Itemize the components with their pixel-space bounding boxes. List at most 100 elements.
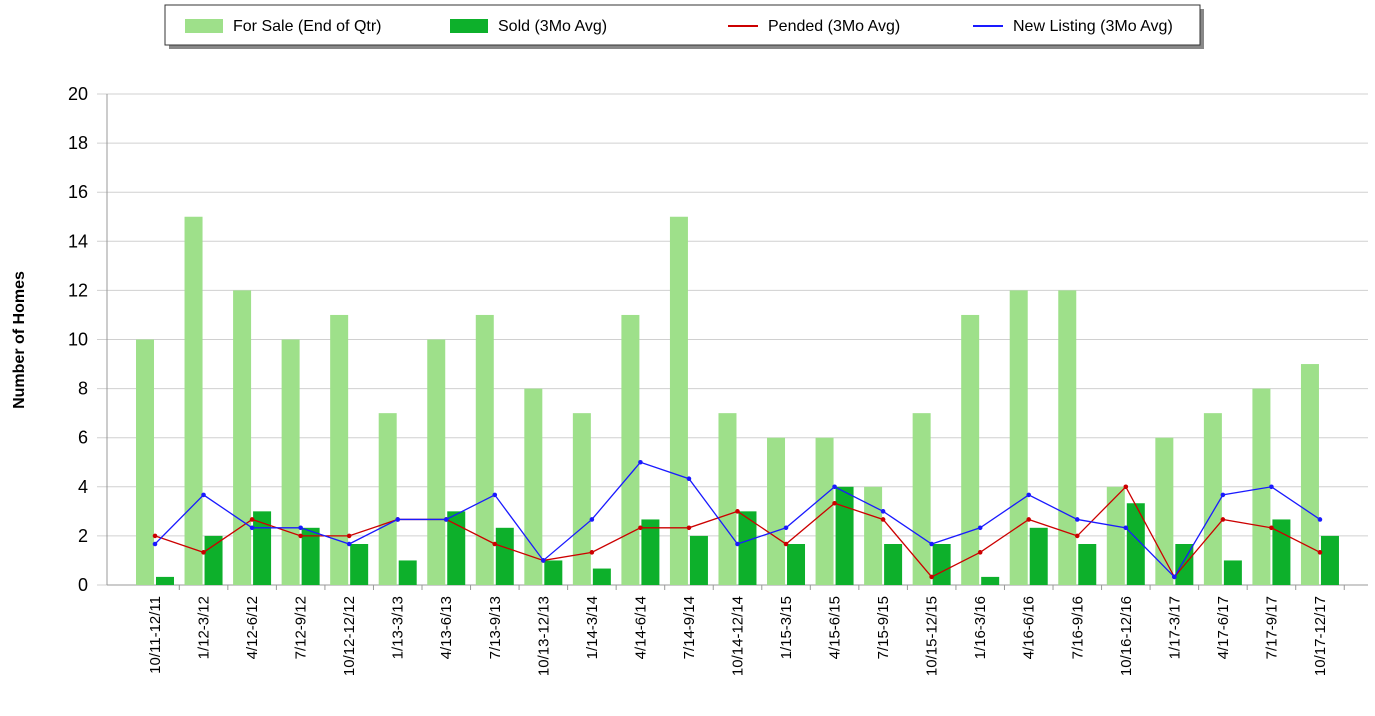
- x-tick-label: 7/12-9/12: [293, 596, 310, 659]
- point: [832, 500, 837, 506]
- y-tick-label: 12: [68, 280, 88, 300]
- legend-label: For Sale (End of Qtr): [233, 18, 382, 35]
- x-tick-label: 7/17-9/17: [1263, 596, 1280, 659]
- bar: [184, 216, 203, 585]
- bar: [233, 290, 252, 585]
- point: [929, 574, 934, 580]
- bar: [427, 339, 446, 585]
- bar: [1058, 290, 1077, 585]
- y-axis-label: Number of Homes: [11, 271, 28, 409]
- bar: [718, 413, 737, 585]
- point: [395, 517, 401, 522]
- bar: [689, 535, 708, 585]
- legend-label: Pended (3Mo Avg): [768, 18, 900, 35]
- bar: [787, 544, 806, 585]
- bar: [253, 511, 272, 585]
- line: [154, 485, 1321, 579]
- bar: [767, 437, 786, 585]
- bar: [281, 339, 300, 585]
- point: [1269, 525, 1274, 531]
- point: [1074, 533, 1080, 539]
- x-tick-label: 1/17-3/17: [1166, 596, 1183, 659]
- legend: [164, 4, 1201, 46]
- point: [249, 525, 255, 531]
- point: [686, 525, 692, 531]
- x-tick-label: 1/13-3/13: [390, 596, 407, 659]
- point: [929, 541, 934, 547]
- point: [1074, 517, 1080, 522]
- point: [346, 533, 352, 539]
- bar: [301, 527, 320, 585]
- point: [638, 525, 643, 531]
- x-tick-label: 7/16-9/16: [1069, 596, 1086, 659]
- point: [152, 541, 158, 547]
- x-tick-label: 10/15-12/15: [924, 596, 941, 676]
- y-tick-label: 2: [78, 526, 88, 546]
- point: [977, 525, 983, 531]
- point: [152, 533, 158, 539]
- bar: [447, 511, 466, 585]
- point: [541, 558, 546, 563]
- y-tick-label: 8: [78, 379, 88, 399]
- x-tick-label: 1/15-3/15: [778, 596, 795, 659]
- x-tick-label: 4/15-6/15: [827, 596, 844, 659]
- x-tick-label: 4/16-6/16: [1021, 596, 1038, 659]
- point: [880, 517, 886, 522]
- point: [1172, 574, 1177, 580]
- bar: [932, 544, 951, 585]
- bar: [495, 527, 514, 585]
- x-tick-label: 4/12-6/12: [244, 596, 261, 659]
- point: [589, 517, 595, 522]
- bar: [544, 560, 563, 585]
- x-tick-label: 10/14-12/14: [729, 596, 746, 676]
- x-tick-label: 7/13-9/13: [487, 596, 504, 659]
- point: [492, 541, 498, 547]
- bar: [1223, 560, 1242, 585]
- bar: [981, 576, 1000, 585]
- point: [783, 541, 789, 547]
- bar: [1126, 503, 1145, 585]
- point: [298, 533, 303, 539]
- point: [735, 541, 740, 547]
- point: [880, 509, 886, 514]
- bar: [1300, 364, 1319, 585]
- y-tick-label: 6: [78, 428, 88, 448]
- bar: [1106, 486, 1125, 585]
- point: [1123, 484, 1129, 490]
- bar: [738, 511, 757, 585]
- bar: [1029, 527, 1048, 585]
- bar: [961, 314, 980, 585]
- bar: [136, 339, 154, 585]
- bar: [592, 568, 611, 585]
- y-tick-label: 0: [78, 575, 88, 595]
- point: [201, 550, 206, 555]
- x-tick-label: 10/13-12/13: [535, 596, 552, 676]
- x-tick-label: 7/14-9/14: [681, 596, 698, 659]
- bar: [350, 544, 369, 585]
- y-tick-label: 10: [68, 330, 88, 350]
- y-tick-label: 18: [68, 133, 88, 153]
- legend-label: New Listing (3Mo Avg): [1013, 18, 1173, 35]
- x-tick-label: 1/14-3/14: [584, 596, 601, 659]
- bar: [1320, 535, 1339, 585]
- bar: [1203, 413, 1222, 585]
- point: [1317, 550, 1323, 555]
- bar: [641, 519, 660, 585]
- point: [1026, 517, 1032, 522]
- bar: [204, 535, 223, 585]
- bar: [378, 413, 397, 585]
- bar: [884, 544, 903, 585]
- x-tick-label: 4/13-6/13: [438, 596, 455, 659]
- point: [1220, 492, 1226, 498]
- bar: [669, 216, 688, 585]
- y-tick-label: 4: [78, 477, 88, 497]
- x-tick-label: 10/16-12/16: [1118, 596, 1135, 676]
- point: [638, 459, 643, 465]
- legend-swatch: [450, 19, 488, 33]
- x-tick-label: 10/17-12/17: [1312, 596, 1329, 676]
- x-tick-label: 4/17-6/17: [1215, 596, 1232, 659]
- y-tick-label: 20: [68, 84, 88, 104]
- point: [1269, 484, 1274, 490]
- bar: [524, 388, 543, 585]
- x-tick-label: 1/16-3/16: [972, 596, 989, 659]
